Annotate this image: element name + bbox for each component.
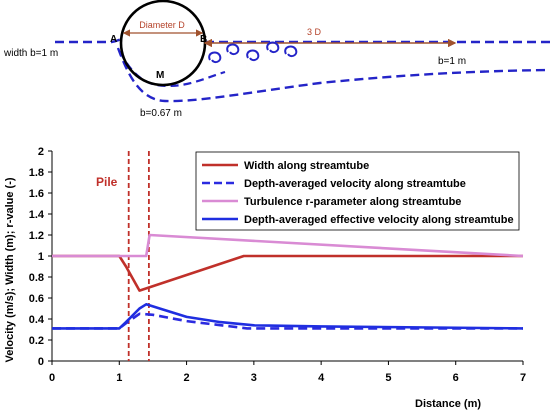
x-axis-label: Distance (m) bbox=[415, 398, 481, 410]
tick-layer: 0 0.2 0.4 0.6 0.8 1 1.2 1.4 1.6 1.8 2 0 1 2 3 4 5 6 7 bbox=[29, 146, 526, 384]
pile-annotation: Pile bbox=[96, 175, 118, 189]
x-tick-label: 1 bbox=[116, 372, 122, 384]
y-tick-label: 1 bbox=[38, 251, 44, 263]
diameter-label: Diameter D bbox=[139, 20, 185, 30]
x-tick-label: 2 bbox=[184, 372, 190, 384]
legend-label-3: Turbulence r-parameter along streamtube bbox=[244, 196, 461, 208]
x-tick-label: 6 bbox=[453, 372, 459, 384]
y-axis-label: Velocity (m/s); Width (m); r-value (-) bbox=[4, 177, 16, 362]
series-layer bbox=[52, 233, 524, 330]
legend-label-4: Depth-averaged effective velocity along … bbox=[244, 214, 514, 226]
width-in-label: width b=1 m bbox=[3, 48, 58, 59]
legend: Width along streamtube Depth-averaged vel… bbox=[195, 151, 520, 231]
y-tick-label: 1.8 bbox=[29, 167, 44, 179]
upper-streamline bbox=[55, 38, 550, 44]
x-tick-label: 4 bbox=[318, 372, 325, 384]
vortex-icon bbox=[208, 41, 298, 64]
y-tick-label: 1.4 bbox=[29, 209, 45, 221]
width-out-label: b=1 m bbox=[438, 56, 466, 67]
x-tick-label: 5 bbox=[385, 372, 391, 384]
x-tick-label: 0 bbox=[49, 372, 55, 384]
legend-label-2: Depth-averaged velocity along streamtube bbox=[244, 178, 466, 190]
point-a-label: A bbox=[110, 34, 117, 45]
length-label: 3 D bbox=[307, 27, 322, 37]
chart: 0 0.2 0.4 0.6 0.8 1 1.2 1.4 1.6 1.8 2 0 1 2 3 4 5 6 7 Dist… bbox=[4, 146, 526, 410]
y-tick-label: 0.4 bbox=[29, 314, 45, 326]
series-line-3 bbox=[52, 233, 524, 258]
y-tick-label: 0 bbox=[38, 356, 44, 368]
streamtube-schematic: Diameter D 3 D A B M width b=1 m b=1 m b… bbox=[3, 0, 550, 119]
lower-streamline bbox=[116, 47, 550, 103]
y-tick-label: 2 bbox=[38, 146, 44, 158]
legend-label-1: Width along streamtube bbox=[244, 160, 369, 172]
y-tick-label: 0.8 bbox=[29, 272, 44, 284]
series-line-1 bbox=[52, 254, 523, 292]
point-b-label: B bbox=[200, 34, 207, 45]
y-tick-label: 0.2 bbox=[29, 335, 44, 347]
x-tick-label: 3 bbox=[251, 372, 257, 384]
series-line-4 bbox=[52, 302, 524, 330]
point-m-label: M bbox=[156, 70, 164, 81]
x-tick-label: 7 bbox=[520, 372, 526, 384]
width-min-label: b=0.67 m bbox=[140, 108, 182, 119]
y-tick-label: 1.6 bbox=[29, 188, 44, 200]
y-tick-label: 1.2 bbox=[29, 230, 44, 242]
legend-box bbox=[195, 151, 520, 231]
y-tick-label: 0.6 bbox=[29, 293, 44, 305]
